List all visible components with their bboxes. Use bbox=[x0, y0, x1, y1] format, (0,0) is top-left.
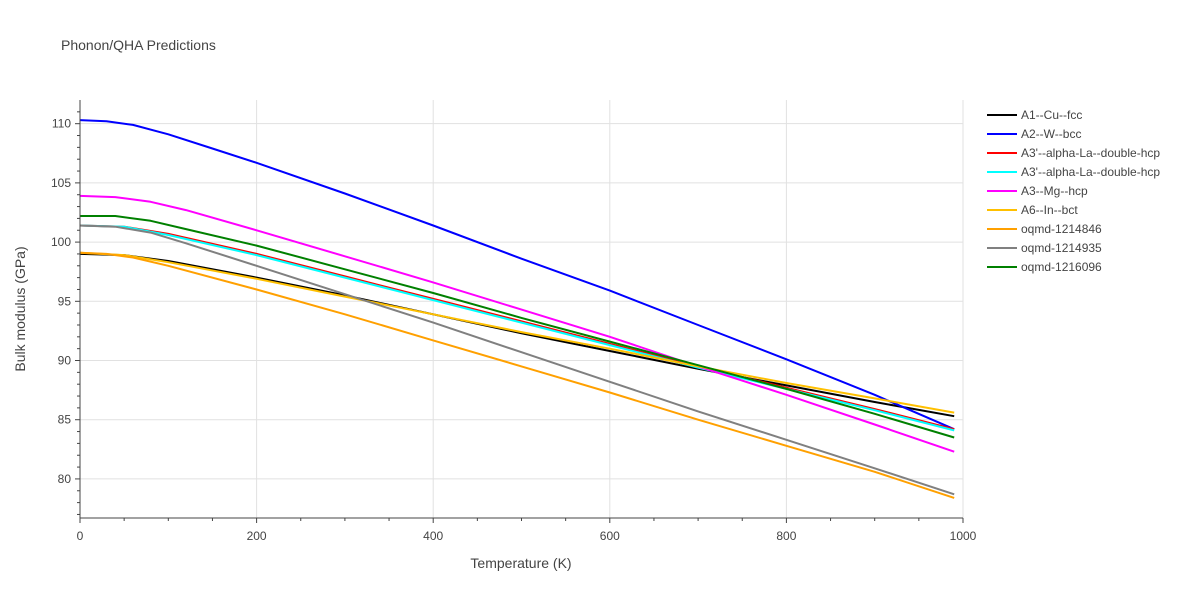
legend-item-8[interactable]: oqmd-1216096 bbox=[987, 260, 1102, 274]
legend-item-2[interactable]: A3'--alpha-La--double-hcp bbox=[987, 146, 1160, 160]
series-line-4 bbox=[79, 194, 955, 453]
x-tick-label: 0 bbox=[77, 529, 84, 543]
y-tick-label: 85 bbox=[58, 413, 72, 427]
legend-label: oqmd-1214935 bbox=[1021, 241, 1102, 255]
legend-label: A3--Mg--hcp bbox=[1021, 184, 1088, 198]
x-axis-label: Temperature (K) bbox=[470, 555, 571, 571]
legend-item-5[interactable]: A6--In--bct bbox=[987, 203, 1078, 217]
y-tick-label: 90 bbox=[58, 354, 72, 368]
legend-label: A1--Cu--fcc bbox=[1021, 108, 1082, 122]
x-tick-label: 600 bbox=[600, 529, 620, 543]
y-tick-label: 110 bbox=[52, 117, 71, 131]
legend-label: A2--W--bcc bbox=[1021, 127, 1081, 141]
axes: 0 200 400 600 800 1000 80 85 90 95 100 105 110 bbox=[51, 100, 977, 543]
legend-item-4[interactable]: A3--Mg--hcp bbox=[987, 184, 1088, 198]
legend-label: A3'--alpha-La--double-hcp bbox=[1021, 165, 1160, 179]
grid-lines bbox=[80, 100, 964, 518]
legend-label: A3'--alpha-La--double-hcp bbox=[1021, 146, 1160, 160]
legend-label: A6--In--bct bbox=[1021, 203, 1078, 217]
x-tick-label: 800 bbox=[776, 529, 796, 543]
series-line-5 bbox=[79, 251, 955, 414]
series-line-1 bbox=[79, 119, 955, 431]
legend-label: oqmd-1214846 bbox=[1021, 222, 1102, 236]
legend-item-6[interactable]: oqmd-1214846 bbox=[987, 222, 1102, 236]
series-line-7 bbox=[79, 224, 955, 496]
x-tick-label: 400 bbox=[423, 529, 443, 543]
y-tick-label: 95 bbox=[58, 294, 72, 308]
series-lines bbox=[79, 119, 955, 499]
y-axis-label: Bulk modulus (GPa) bbox=[12, 246, 28, 371]
legend-item-1[interactable]: A2--W--bcc bbox=[987, 127, 1081, 141]
legend-item-0[interactable]: A1--Cu--fcc bbox=[987, 108, 1082, 122]
legend-label: oqmd-1216096 bbox=[1021, 260, 1102, 274]
x-tick-label: 200 bbox=[247, 529, 267, 543]
series-line-6 bbox=[79, 251, 955, 499]
legend-item-3[interactable]: A3'--alpha-La--double-hcp bbox=[987, 165, 1160, 179]
y-tick-label: 80 bbox=[58, 472, 72, 486]
series-line-8 bbox=[80, 215, 955, 439]
x-tick-label: 1000 bbox=[950, 529, 977, 543]
chart-title: Phonon/QHA Predictions bbox=[61, 37, 216, 53]
y-tick-label: 100 bbox=[51, 235, 71, 249]
legend-item-7[interactable]: oqmd-1214935 bbox=[987, 241, 1102, 255]
legend: A1--Cu--fcc A2--W--bcc A3'--alpha-La--doub… bbox=[987, 108, 1160, 274]
y-tick-label: 105 bbox=[51, 176, 71, 190]
